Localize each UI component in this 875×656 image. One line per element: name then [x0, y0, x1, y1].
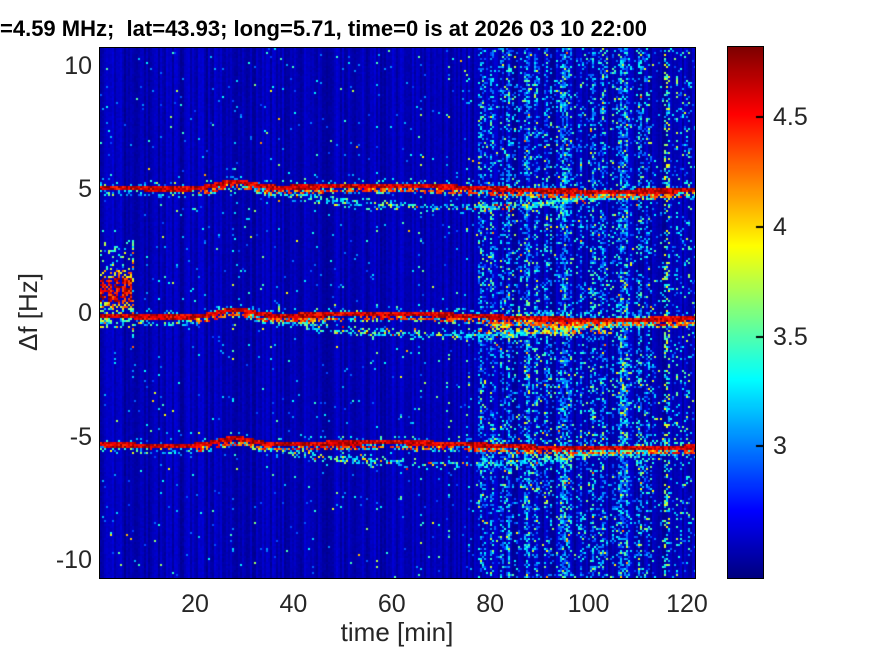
- y-tick-label: -10: [55, 546, 92, 575]
- x-tick-label: 60: [377, 590, 406, 618]
- colorbar-tick-label: 3: [773, 432, 787, 461]
- colorbar-tick-label: 3.5: [773, 322, 808, 351]
- y-tick-label: 0: [78, 299, 92, 327]
- x-tick-label: 20: [181, 590, 209, 618]
- x-tick-label: 80: [476, 590, 505, 618]
- colorbar-tick-label: 4: [773, 212, 787, 241]
- x-tick-label: 120: [666, 590, 708, 618]
- y-tick-label: 10: [64, 51, 92, 80]
- y-tick-label: 5: [78, 175, 92, 204]
- colorbar-tick-label: 4.5: [773, 103, 808, 132]
- spectrogram-canvas: [99, 47, 696, 579]
- chart-title: =4.59 MHz; lat=43.93; long=5.71, time=0 …: [0, 16, 647, 41]
- x-tick-label: 100: [567, 590, 610, 618]
- x-tick-label: 40: [279, 590, 308, 618]
- y-tick-label: -5: [69, 422, 92, 451]
- x-axis-label: time [min]: [340, 617, 454, 647]
- colorbar-canvas: [727, 46, 764, 579]
